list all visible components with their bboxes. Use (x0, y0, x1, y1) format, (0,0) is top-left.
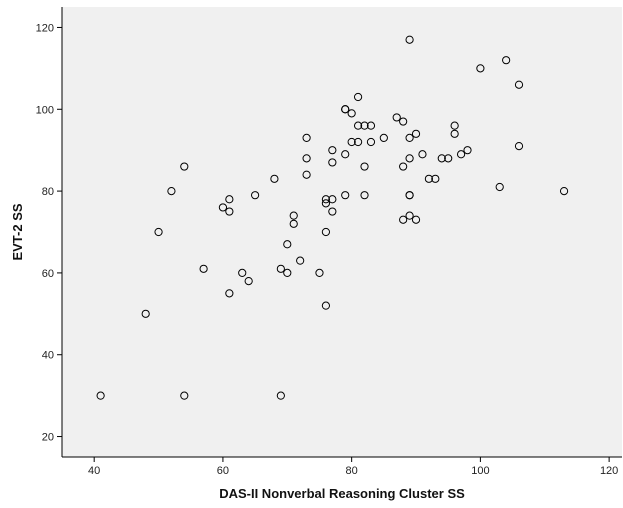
data-point (276, 264, 285, 273)
data-point (495, 182, 504, 192)
data-point (315, 268, 324, 278)
y-tick-label: 100 (36, 104, 54, 116)
data-point (399, 215, 408, 224)
x-tick-label: 120 (600, 465, 618, 477)
data-point (321, 199, 331, 208)
data-point (514, 80, 524, 89)
data-point (328, 207, 337, 216)
data-point (431, 174, 440, 183)
data-point (154, 227, 163, 237)
data-point (141, 309, 150, 318)
data-point (360, 121, 369, 130)
plot-area (62, 7, 622, 457)
data-point (366, 121, 376, 130)
data-point (341, 150, 350, 159)
data-point (328, 195, 337, 204)
data-point (289, 211, 298, 220)
data-point (476, 64, 485, 73)
data-point (341, 105, 350, 114)
data-point (450, 121, 459, 130)
data-point (347, 137, 356, 147)
data-point (366, 137, 376, 147)
data-point (296, 256, 305, 265)
y-tick-label: 120 (36, 22, 54, 34)
data-point (399, 117, 408, 126)
data-point (405, 154, 414, 163)
data-point (225, 195, 234, 204)
data-point (463, 146, 472, 155)
y-tick-label: 80 (42, 186, 54, 198)
data-point (341, 191, 350, 200)
data-point (444, 154, 453, 163)
scatter-points (96, 35, 569, 400)
data-point (321, 195, 331, 204)
data-point (411, 215, 421, 224)
data-point (302, 170, 311, 179)
data-point (353, 121, 363, 130)
data-point (276, 391, 285, 400)
data-point (321, 227, 331, 237)
data-point (283, 268, 292, 278)
data-point (180, 162, 189, 171)
data-point (302, 154, 311, 163)
data-point (199, 264, 208, 273)
data-point (418, 150, 427, 159)
data-point (167, 186, 176, 196)
data-point (328, 158, 337, 167)
data-point (347, 109, 356, 118)
data-point (399, 162, 408, 171)
data-point (251, 191, 260, 200)
data-point (321, 301, 331, 310)
data-point (353, 137, 363, 147)
data-point (270, 174, 279, 183)
data-point (559, 186, 569, 196)
data-point (218, 203, 228, 212)
data-point (244, 276, 253, 286)
data-point (283, 240, 292, 249)
axis-ticks: 40 60 80 100 120 20 40 60 80 100 120 (36, 22, 619, 477)
data-point (392, 113, 401, 122)
data-point (405, 35, 414, 44)
x-tick-label: 80 (346, 465, 358, 477)
y-tick-label: 60 (42, 268, 54, 280)
data-point (424, 174, 433, 183)
data-point (437, 154, 446, 163)
data-point (379, 133, 388, 143)
data-point (289, 219, 298, 228)
data-point (225, 289, 234, 298)
data-point (302, 133, 311, 143)
data-point (180, 391, 189, 400)
data-point (411, 129, 421, 138)
data-point (353, 92, 363, 102)
data-point (360, 191, 369, 200)
data-point (225, 207, 234, 216)
data-point (96, 391, 105, 400)
data-point (502, 56, 511, 65)
data-point (514, 141, 524, 151)
x-axis-title: DAS-II Nonverbal Reasoning Cluster SS (219, 486, 465, 501)
data-point (360, 162, 369, 171)
y-axis-title: EVT-2 SS (10, 203, 25, 260)
x-tick-label: 40 (88, 465, 100, 477)
data-point (405, 191, 414, 200)
x-tick-label: 100 (471, 465, 489, 477)
data-point (456, 150, 466, 159)
data-point (328, 146, 337, 155)
y-tick-label: 40 (42, 350, 54, 362)
y-tick-label: 20 (42, 432, 54, 444)
data-point (450, 129, 459, 138)
data-point (238, 268, 247, 278)
data-point (405, 211, 414, 220)
data-point (405, 133, 414, 143)
x-tick-label: 60 (217, 465, 229, 477)
